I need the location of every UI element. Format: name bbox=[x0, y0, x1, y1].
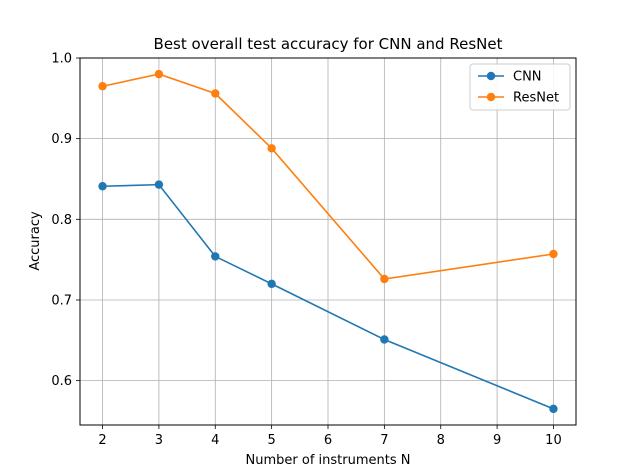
x-tick-label: 8 bbox=[437, 433, 445, 448]
resnet-point bbox=[98, 82, 107, 91]
cnn-point bbox=[267, 279, 276, 289]
x-tick-label: 4 bbox=[211, 433, 219, 448]
legend: CNN ResNet bbox=[469, 63, 571, 111]
cnn-point bbox=[211, 252, 220, 261]
y-tick-label: 1.0 bbox=[51, 52, 72, 67]
series-resnet bbox=[98, 69, 558, 284]
x-tick-label: 7 bbox=[380, 433, 388, 448]
legend-swatch-marker bbox=[486, 71, 496, 81]
legend-swatch-marker bbox=[486, 92, 496, 102]
y-tick-label: 0.6 bbox=[51, 374, 72, 389]
y-axis-label: Accuracy bbox=[28, 211, 43, 271]
resnet-line bbox=[102, 73, 554, 280]
legend-item-cnn: CNN bbox=[478, 70, 542, 85]
x-tick-label: 3 bbox=[155, 433, 163, 448]
legend-label: CNN bbox=[513, 70, 542, 85]
resnet-point bbox=[211, 89, 220, 98]
resnet-point bbox=[549, 249, 558, 259]
legend-item-resnet: ResNet bbox=[478, 91, 559, 106]
resnet-point bbox=[380, 274, 389, 284]
x-tick-label: 6 bbox=[324, 433, 332, 448]
x-tick-label: 2 bbox=[98, 433, 106, 448]
cnn-line bbox=[102, 183, 554, 410]
x-axis-label: Number of instruments N bbox=[246, 453, 411, 468]
cnn-point bbox=[154, 180, 164, 189]
y-tick-label: 0.8 bbox=[51, 213, 72, 228]
cnn-point bbox=[380, 335, 389, 344]
x-axis-ticks: 2 3 4 5 6 7 8 9 10 bbox=[98, 425, 562, 448]
legend-label: ResNet bbox=[513, 91, 559, 106]
x-tick-label: 9 bbox=[493, 433, 501, 448]
cnn-point bbox=[549, 404, 558, 414]
y-tick-label: 0.9 bbox=[51, 132, 72, 147]
resnet-point bbox=[267, 144, 276, 153]
chart-title: Best overall test accuracy for CNN and R… bbox=[154, 35, 503, 53]
x-tick-label: 10 bbox=[545, 433, 562, 448]
series-cnn bbox=[98, 180, 558, 414]
y-axis-ticks: 0.6 0.7 0.8 0.9 1.0 bbox=[51, 52, 80, 389]
series-layer bbox=[98, 69, 558, 414]
y-tick-label: 0.7 bbox=[51, 293, 72, 308]
cnn-point bbox=[98, 182, 107, 191]
x-tick-label: 5 bbox=[267, 433, 275, 448]
resnet-point bbox=[154, 69, 164, 79]
